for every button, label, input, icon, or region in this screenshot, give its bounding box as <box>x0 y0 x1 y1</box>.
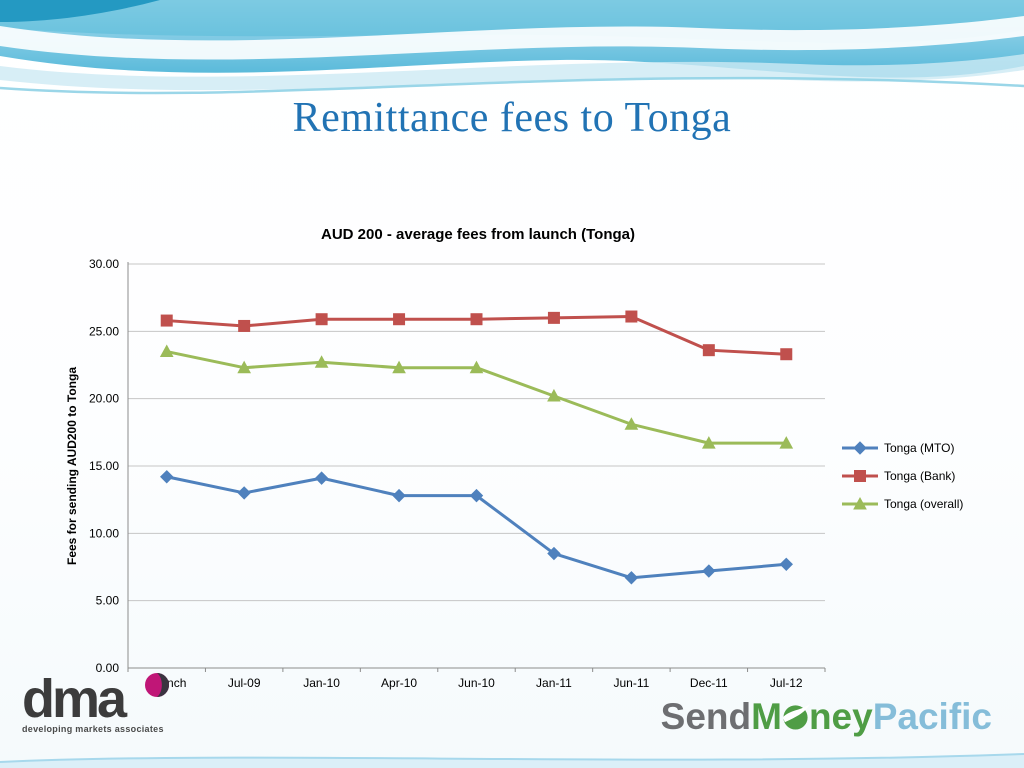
marker-diamond <box>237 486 251 500</box>
marker-square <box>160 314 173 327</box>
marker-diamond <box>469 488 484 503</box>
y-tick-label: 0.00 <box>96 661 120 675</box>
marker-square <box>238 319 251 332</box>
dma-logo-text: dma <box>22 669 127 729</box>
marker-triangle <box>624 417 639 430</box>
y-tick-label: 15.00 <box>89 459 119 473</box>
marker-triangle <box>547 388 561 402</box>
marker-triangle <box>159 344 174 358</box>
top-wave-decoration <box>0 0 1024 95</box>
y-axis-title: Fees for sending AUD200 to Tonga <box>65 367 79 565</box>
y-tick-label: 25.00 <box>89 324 119 338</box>
dma-logo: dma developing markets associates <box>22 672 252 734</box>
smp-pacific-text: Pacific <box>872 696 992 737</box>
smp-ney-text: ney <box>808 696 873 737</box>
marker-square <box>470 313 483 326</box>
chart-plot: 0.005.0010.0015.0020.0025.0030.00LaunchJ… <box>65 257 963 690</box>
marker-square <box>780 348 793 361</box>
x-tick-label: Jul-09 <box>228 676 261 690</box>
marker-diamond <box>160 470 174 484</box>
marker-diamond <box>702 564 716 578</box>
marker-diamond <box>392 488 406 503</box>
smp-m-text: M <box>751 696 782 737</box>
legend-label: Tonga (overall) <box>884 497 963 511</box>
x-tick-label: Jan-10 <box>303 676 340 690</box>
marker-square <box>854 470 866 482</box>
x-tick-label: Apr-10 <box>381 676 417 690</box>
marker-triangle <box>779 436 794 449</box>
smp-send-text: Send <box>660 696 752 737</box>
marker-triangle <box>392 360 406 374</box>
x-tick-label: Dec-11 <box>690 676 728 690</box>
marker-triangle <box>853 496 867 510</box>
marker-triangle <box>701 436 716 449</box>
marker-square <box>393 313 406 326</box>
marker-diamond <box>547 546 561 561</box>
bottom-wave-decoration <box>0 753 1024 768</box>
y-tick-label: 30.00 <box>89 257 119 271</box>
x-tick-label: Jun-11 <box>613 676 649 690</box>
chart-title: AUD 200 - average fees from launch (Tong… <box>321 226 635 243</box>
marker-square <box>315 313 328 326</box>
legend-label: Tonga (MTO) <box>884 441 954 455</box>
x-tick-label: Jan-11 <box>536 676 572 690</box>
x-tick-label: Jul-12 <box>770 676 803 690</box>
marker-diamond <box>314 471 329 485</box>
marker-diamond <box>779 557 793 572</box>
marker-square <box>547 311 560 324</box>
marker-triangle <box>314 355 329 368</box>
marker-square <box>702 344 715 357</box>
marker-square <box>625 310 638 323</box>
marker-diamond <box>853 441 867 455</box>
dma-logo-row: dma <box>22 669 169 729</box>
y-tick-label: 5.00 <box>96 594 120 608</box>
slide-title: Remittance fees to Tonga <box>292 95 732 141</box>
dma-logo-subtext: developing markets associates <box>22 724 164 734</box>
y-tick-label: 20.00 <box>89 392 119 406</box>
smp-globe-icon <box>782 703 810 730</box>
chart: AUD 200 - average fees from launch (Tong… <box>60 226 1010 706</box>
marker-triangle <box>469 360 484 374</box>
marker-diamond <box>624 571 639 585</box>
dma-logo-dot-icon <box>145 673 169 697</box>
y-tick-label: 10.00 <box>89 526 119 540</box>
legend-label: Tonga (Bank) <box>884 469 955 483</box>
sendmoneypacific-logo: SendM neyPacific <box>661 696 992 738</box>
x-tick-label: Jun-10 <box>458 676 495 690</box>
marker-triangle <box>237 360 252 374</box>
